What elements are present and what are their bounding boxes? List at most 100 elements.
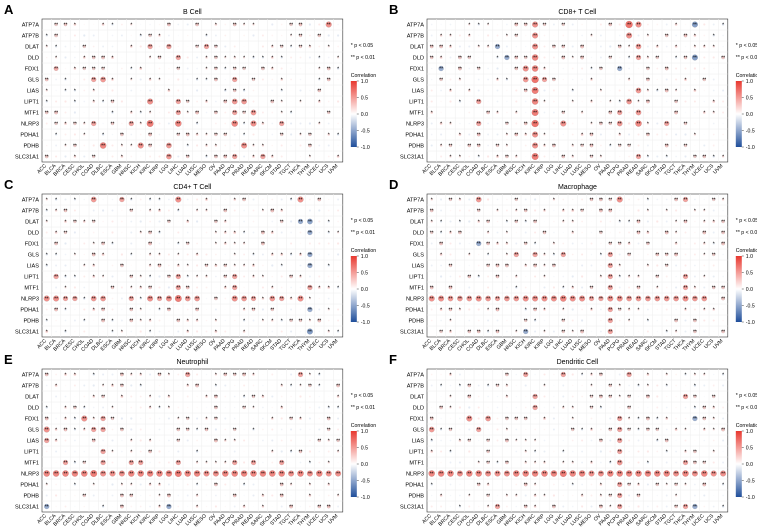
correlation-dot bbox=[337, 483, 339, 486]
correlation-dot bbox=[250, 109, 257, 116]
correlation-dot bbox=[177, 505, 180, 508]
significance-mark: * bbox=[713, 44, 715, 50]
significance-mark: * bbox=[600, 88, 602, 94]
correlation-dot bbox=[73, 121, 77, 126]
correlation-dot bbox=[45, 450, 48, 453]
correlation-dot bbox=[647, 286, 649, 289]
correlation-dot bbox=[280, 231, 283, 234]
correlation-dot bbox=[562, 505, 565, 508]
correlation-dot bbox=[158, 144, 161, 147]
significance-mark: ** bbox=[533, 252, 537, 258]
significance-mark: ** bbox=[214, 77, 218, 83]
significance-mark: * bbox=[337, 449, 339, 455]
correlation-dot bbox=[55, 450, 58, 453]
correlation-dot bbox=[590, 505, 593, 508]
correlation-dot bbox=[83, 111, 85, 114]
correlation-dot bbox=[130, 242, 133, 245]
significance-mark: ** bbox=[280, 493, 284, 499]
correlation-dot bbox=[147, 98, 154, 105]
significance-mark: * bbox=[130, 449, 132, 455]
correlation-dot bbox=[506, 67, 508, 70]
significance-mark: * bbox=[102, 22, 104, 28]
correlation-dot bbox=[571, 373, 574, 376]
correlation-dot bbox=[299, 439, 302, 442]
correlation-dot bbox=[308, 132, 312, 137]
significance-mark: * bbox=[581, 372, 583, 378]
correlation-dot bbox=[599, 308, 602, 311]
correlation-dot bbox=[242, 66, 246, 71]
correlation-dot bbox=[280, 286, 283, 289]
significance-mark: ** bbox=[505, 438, 509, 444]
correlation-dot bbox=[600, 264, 602, 267]
significance-mark: ** bbox=[590, 394, 594, 400]
correlation-dot bbox=[722, 395, 724, 398]
significance-mark: * bbox=[534, 504, 536, 510]
correlation-dot bbox=[543, 373, 546, 376]
correlation-dot bbox=[93, 461, 95, 464]
correlation-dot bbox=[215, 253, 217, 256]
correlation-dot bbox=[299, 56, 302, 59]
correlation-dot bbox=[252, 67, 255, 70]
significance-mark: ** bbox=[590, 285, 594, 291]
significance-mark: * bbox=[694, 132, 696, 138]
correlation-dot bbox=[440, 319, 442, 322]
correlation-dot bbox=[691, 21, 698, 28]
correlation-dot bbox=[515, 242, 518, 245]
significance-mark: ** bbox=[721, 230, 725, 236]
significance-mark: * bbox=[65, 416, 67, 422]
correlation-dot bbox=[458, 373, 461, 376]
correlation-dot bbox=[440, 461, 442, 464]
significance-mark: * bbox=[534, 241, 536, 247]
correlation-dot bbox=[83, 505, 86, 508]
significance-mark: ** bbox=[223, 471, 227, 477]
significance-mark: * bbox=[478, 44, 480, 50]
significance-mark: ** bbox=[524, 22, 528, 28]
significance-mark: ** bbox=[120, 132, 124, 138]
correlation-dot bbox=[45, 231, 48, 234]
significance-mark: ** bbox=[92, 427, 96, 433]
significance-mark: * bbox=[55, 230, 57, 236]
correlation-dot bbox=[64, 67, 67, 70]
significance-mark: ** bbox=[646, 394, 650, 400]
significance-mark: ** bbox=[702, 416, 706, 422]
correlation-dot bbox=[45, 56, 48, 59]
significance-mark: ** bbox=[308, 307, 312, 313]
correlation-dot bbox=[542, 22, 547, 27]
correlation-dot bbox=[337, 100, 340, 103]
correlation-dot bbox=[703, 384, 706, 387]
correlation-dot bbox=[487, 395, 489, 398]
correlation-dot bbox=[487, 67, 489, 70]
significance-mark: * bbox=[271, 154, 273, 160]
correlation-dot bbox=[196, 231, 198, 234]
correlation-dot bbox=[234, 34, 236, 37]
correlation-dot bbox=[647, 406, 649, 409]
significance-mark: ** bbox=[54, 274, 58, 280]
correlation-dot bbox=[101, 100, 105, 103]
correlation-dot bbox=[506, 308, 508, 311]
significance-mark: ** bbox=[721, 471, 725, 477]
significance-mark: * bbox=[290, 296, 292, 302]
correlation-dot bbox=[224, 483, 227, 486]
significance-mark: ** bbox=[486, 460, 490, 466]
correlation-dot bbox=[477, 78, 480, 81]
correlation-dot bbox=[336, 133, 340, 136]
significance-mark: * bbox=[243, 263, 245, 269]
correlation-dot bbox=[581, 439, 584, 442]
correlation-dot bbox=[459, 23, 461, 26]
correlation-dot bbox=[562, 395, 565, 398]
correlation-dot bbox=[459, 395, 461, 398]
significance-mark: * bbox=[318, 77, 320, 83]
correlation-dot bbox=[101, 55, 105, 60]
significance-mark: * bbox=[722, 22, 724, 28]
significance-mark: * bbox=[713, 99, 715, 105]
correlation-dot bbox=[44, 154, 49, 159]
correlation-dot bbox=[637, 450, 640, 453]
significance-mark: ** bbox=[590, 154, 594, 160]
correlation-dot bbox=[477, 253, 480, 256]
significance-mark: ** bbox=[261, 471, 265, 477]
correlation-dot bbox=[703, 439, 706, 442]
correlation-dot bbox=[496, 483, 499, 486]
correlation-dot bbox=[458, 55, 462, 60]
correlation-dot bbox=[599, 450, 602, 453]
correlation-dot bbox=[703, 23, 706, 26]
